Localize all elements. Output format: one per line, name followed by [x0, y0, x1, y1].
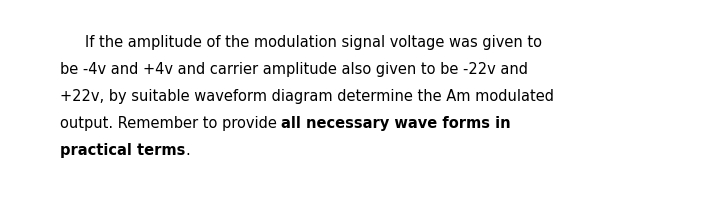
Text: +22v, by suitable waveform diagram determine the Am modulated: +22v, by suitable waveform diagram deter…: [60, 89, 554, 104]
Text: all necessary wave forms in: all necessary wave forms in: [281, 116, 510, 131]
Text: output. Remember to provide: output. Remember to provide: [60, 116, 281, 131]
Text: If the amplitude of the modulation signal voltage was given to: If the amplitude of the modulation signa…: [85, 35, 542, 50]
Text: practical terms: practical terms: [60, 143, 185, 158]
Text: be -4v and +4v and carrier amplitude also given to be -22v and: be -4v and +4v and carrier amplitude als…: [60, 62, 528, 77]
Text: .: .: [185, 143, 190, 158]
